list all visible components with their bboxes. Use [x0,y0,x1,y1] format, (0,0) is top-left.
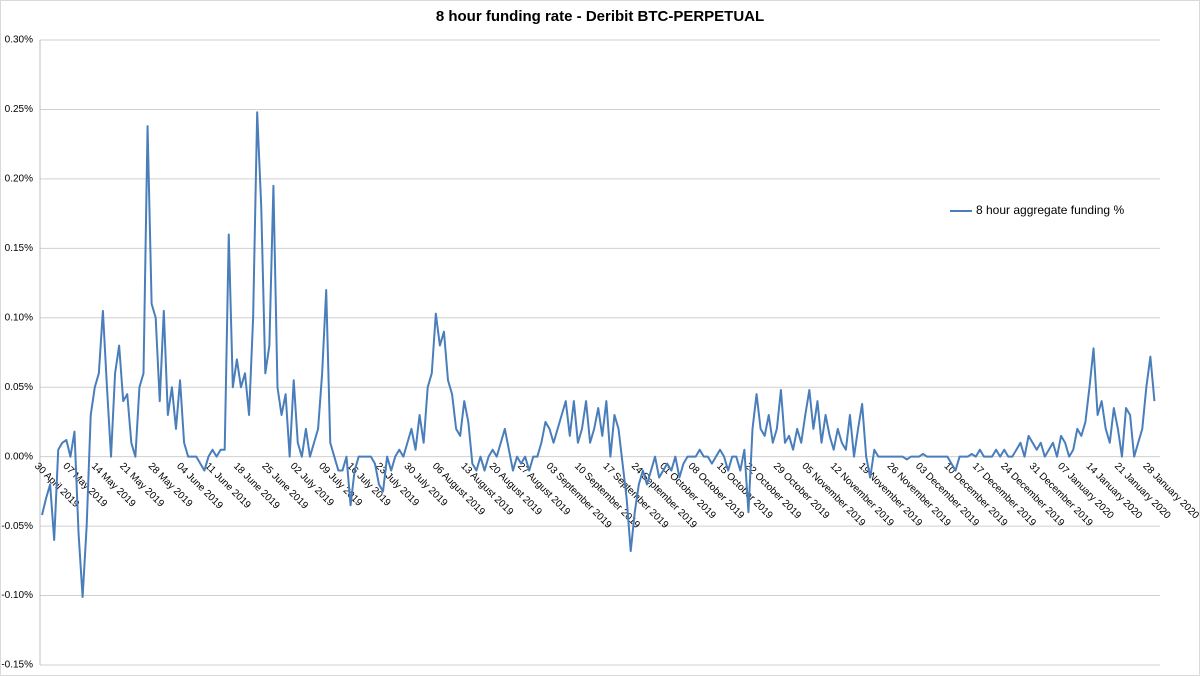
data-line [41,111,1156,598]
y-tick-label: 0.20% [5,174,33,185]
y-tick-label: 0.10% [5,312,33,323]
chart-title: 8 hour funding rate - Deribit BTC-PERPET… [436,8,764,25]
legend-label: 8 hour aggregate funding % [976,203,1124,217]
y-tick-label: 0.00% [5,451,33,462]
y-tick-label: 0.15% [5,243,33,254]
y-tick-label: 0.30% [5,35,33,46]
y-tick-label: -0.10% [1,590,33,601]
y-tick-label: 0.05% [5,382,33,393]
y-tick-label: 0.25% [5,104,33,115]
y-tick-label: -0.05% [1,521,33,532]
y-tick-label: -0.15% [1,660,33,671]
